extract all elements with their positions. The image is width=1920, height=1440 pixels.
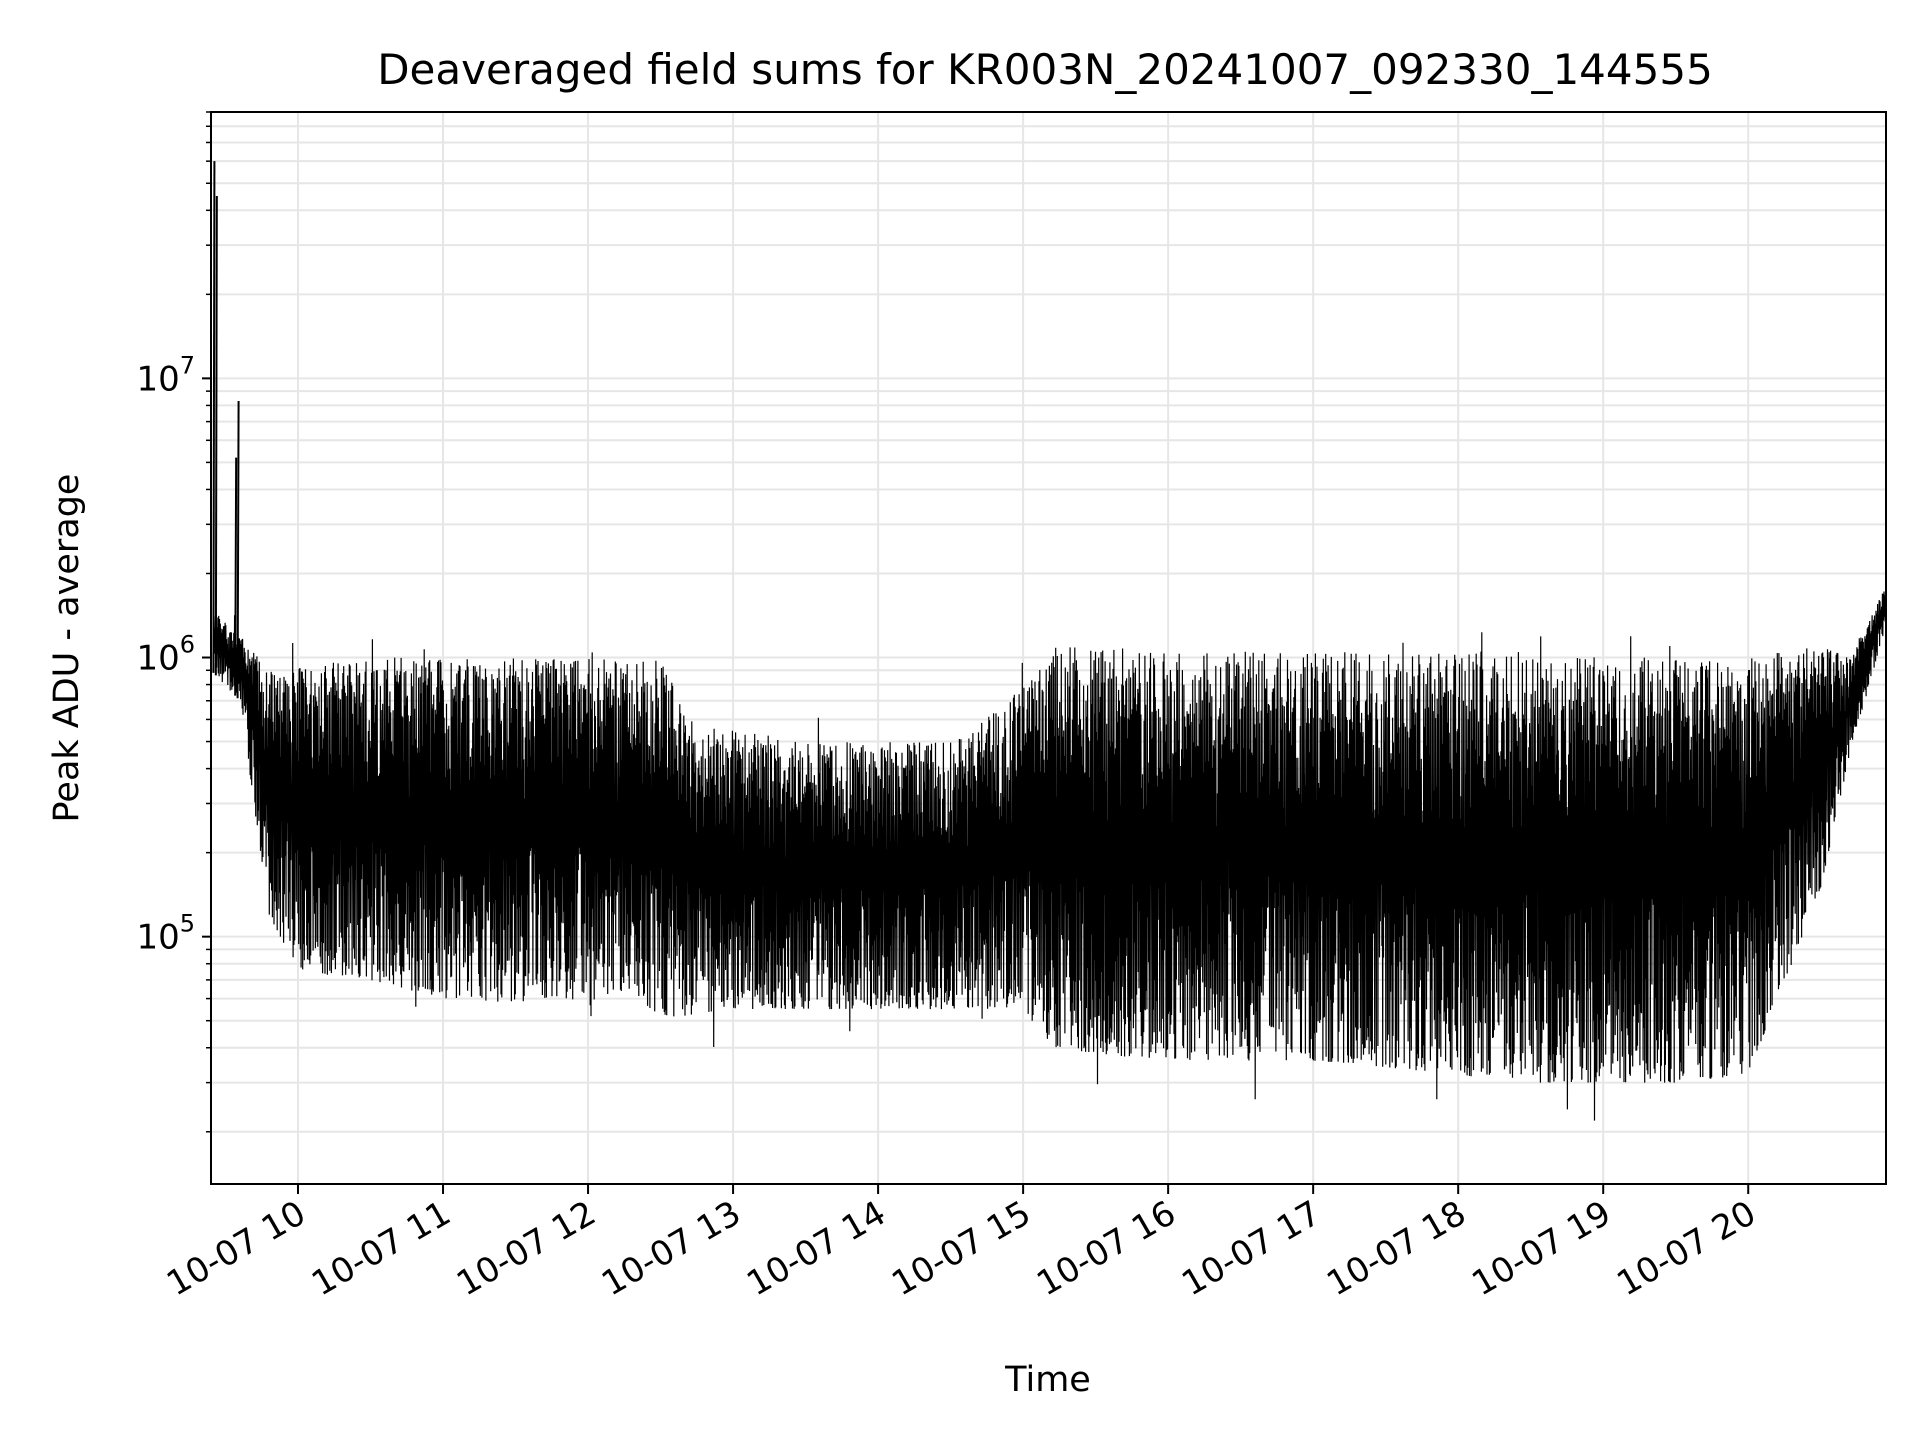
series-peak — [212, 161, 216, 673]
y-axis-label: Peak ADU - average — [47, 474, 87, 823]
x-tick-label: 10-07 14 — [740, 1193, 892, 1304]
x-tick-label: 10-07 13 — [595, 1193, 747, 1304]
x-tick-label: 10-07 18 — [1320, 1193, 1472, 1304]
x-tick-label: 10-07 17 — [1175, 1193, 1327, 1304]
y-tick-label: 107 — [136, 351, 195, 399]
plot-frame — [210, 111, 1887, 1185]
y-tick-label: 106 — [136, 631, 195, 679]
y-tick-label: 105 — [136, 910, 195, 958]
x-tick-label: 10-07 12 — [450, 1193, 602, 1304]
x-tick-label: 10-07 19 — [1465, 1193, 1617, 1304]
x-axis-label: Time — [1004, 1360, 1091, 1400]
x-tick-label: 10-07 11 — [305, 1193, 457, 1304]
series-line — [212, 161, 1887, 1121]
chart-title: Deaveraged field sums for KR003N_2024100… — [377, 45, 1713, 94]
series-peak — [214, 196, 218, 676]
series-path — [213, 589, 1887, 1121]
y-axis-ticks: 105 106 107 — [136, 111, 211, 1133]
x-tick-label: 10-07 16 — [1030, 1193, 1182, 1304]
x-tick-label: 10-07 15 — [885, 1193, 1037, 1304]
x-tick-label: 10-07 20 — [1610, 1193, 1762, 1304]
series-peak — [234, 457, 238, 696]
series-peak — [236, 400, 240, 699]
x-tick-label: 10-07 10 — [160, 1193, 312, 1304]
